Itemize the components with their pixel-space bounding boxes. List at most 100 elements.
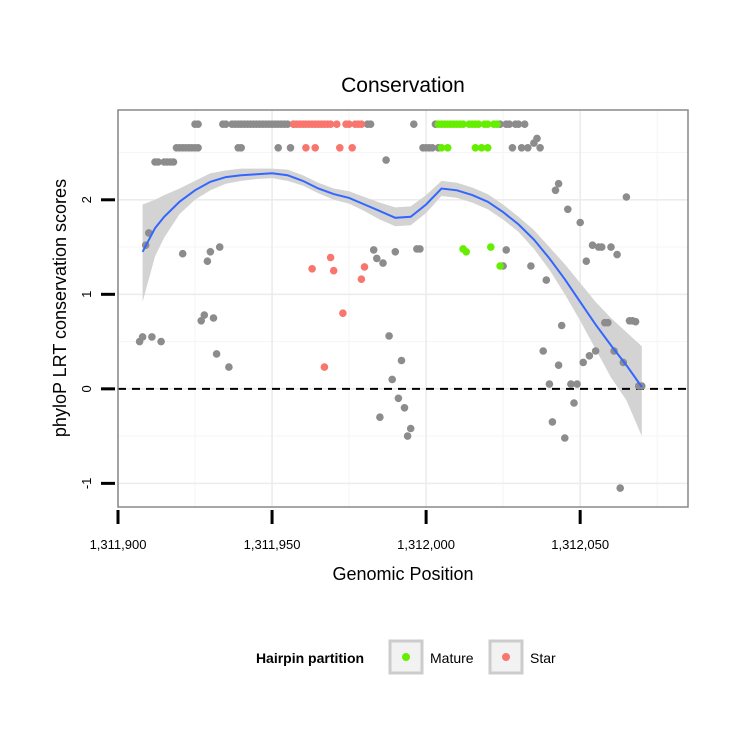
other-point [557, 321, 566, 330]
panel-background [118, 110, 688, 507]
other-point [505, 120, 514, 128]
legend-label-star: Star [530, 650, 556, 666]
other-point [379, 259, 387, 267]
other-point [579, 358, 587, 367]
other-point [508, 144, 517, 152]
mature-point [493, 120, 501, 128]
other-point [382, 156, 390, 164]
other-point [561, 434, 569, 442]
other-point [582, 257, 591, 266]
other-point [570, 399, 578, 407]
mature-point [471, 144, 480, 152]
other-point [391, 248, 400, 256]
x-tick-label: 1,312,000 [397, 537, 455, 552]
legend: Hairpin partition Mature Star [256, 639, 556, 675]
other-point [517, 144, 526, 152]
other-point [554, 361, 563, 370]
other-point [194, 120, 202, 128]
other-point [197, 317, 205, 325]
other-point [428, 144, 437, 152]
mature-point [496, 262, 504, 270]
other-point [585, 352, 594, 360]
legend-key-star [502, 653, 510, 661]
star-point [308, 265, 316, 273]
other-point [564, 205, 572, 214]
mature-point [483, 144, 492, 152]
x-axis: 1,311,900 1,311,950 1,312,000 1,312,050 [90, 510, 609, 552]
other-point [222, 120, 230, 128]
other-point [502, 246, 511, 254]
other-point [545, 380, 554, 388]
x-tick-label: 1,311,950 [244, 537, 301, 552]
mature-point [474, 120, 483, 128]
other-point [388, 375, 397, 384]
other-point [400, 404, 409, 412]
other-point [622, 193, 631, 201]
star-point [326, 120, 335, 128]
panel-border [117, 109, 689, 508]
mature-point [443, 144, 452, 152]
other-point [588, 241, 597, 249]
star-point [302, 144, 310, 152]
other-point [410, 120, 418, 128]
other-point [203, 257, 212, 266]
other-point [366, 120, 375, 128]
other-point [138, 333, 147, 341]
smooth-line [141, 172, 643, 388]
other-point [514, 120, 523, 128]
other-point [157, 337, 165, 346]
other-point [533, 134, 541, 143]
star-point [329, 266, 338, 275]
other-point [631, 317, 640, 326]
star-point [339, 309, 347, 318]
x-tick-label: 1,312,050 [551, 537, 609, 552]
star-point [326, 253, 335, 262]
y-tick-label: 0 [79, 385, 94, 392]
confidence-band [142, 168, 642, 437]
y-tick-label: -1 [79, 478, 94, 490]
x-axis-label: Genomic Position [332, 564, 473, 584]
other-point [527, 262, 535, 270]
mature-point [487, 243, 495, 251]
other-point [194, 144, 202, 152]
other-point [369, 246, 378, 254]
chart-title: Conservation [341, 74, 465, 97]
other-point [539, 347, 547, 355]
mature-point [459, 120, 467, 128]
other-point [154, 158, 162, 166]
other-point [215, 243, 224, 251]
other-point [597, 243, 606, 251]
star-point [357, 120, 366, 128]
star-point [357, 275, 366, 284]
other-point [206, 248, 215, 256]
other-point [573, 380, 581, 388]
other-point [200, 311, 209, 319]
y-axis: -1 0 1 2 [79, 196, 115, 489]
scatter-points [135, 120, 646, 492]
legend-label-mature: Mature [430, 650, 474, 666]
star-point [360, 263, 369, 271]
other-point [148, 333, 156, 341]
star-point [348, 144, 357, 152]
other-point [385, 332, 393, 340]
other-point [274, 144, 283, 152]
star-point [333, 120, 341, 128]
other-point [394, 394, 403, 403]
other-point [576, 218, 584, 227]
other-point [286, 144, 295, 152]
mature-point [462, 248, 471, 256]
plot-panel [117, 109, 689, 508]
other-point [209, 314, 218, 322]
mature-point [483, 120, 492, 128]
other-point [536, 144, 544, 152]
other-point [524, 144, 532, 152]
other-point [373, 254, 381, 263]
star-point [345, 120, 353, 128]
other-point [406, 424, 415, 433]
star-point [320, 363, 329, 371]
other-point [178, 249, 187, 258]
mature-point [477, 144, 486, 152]
mature-point [437, 144, 446, 152]
other-point [376, 413, 384, 422]
